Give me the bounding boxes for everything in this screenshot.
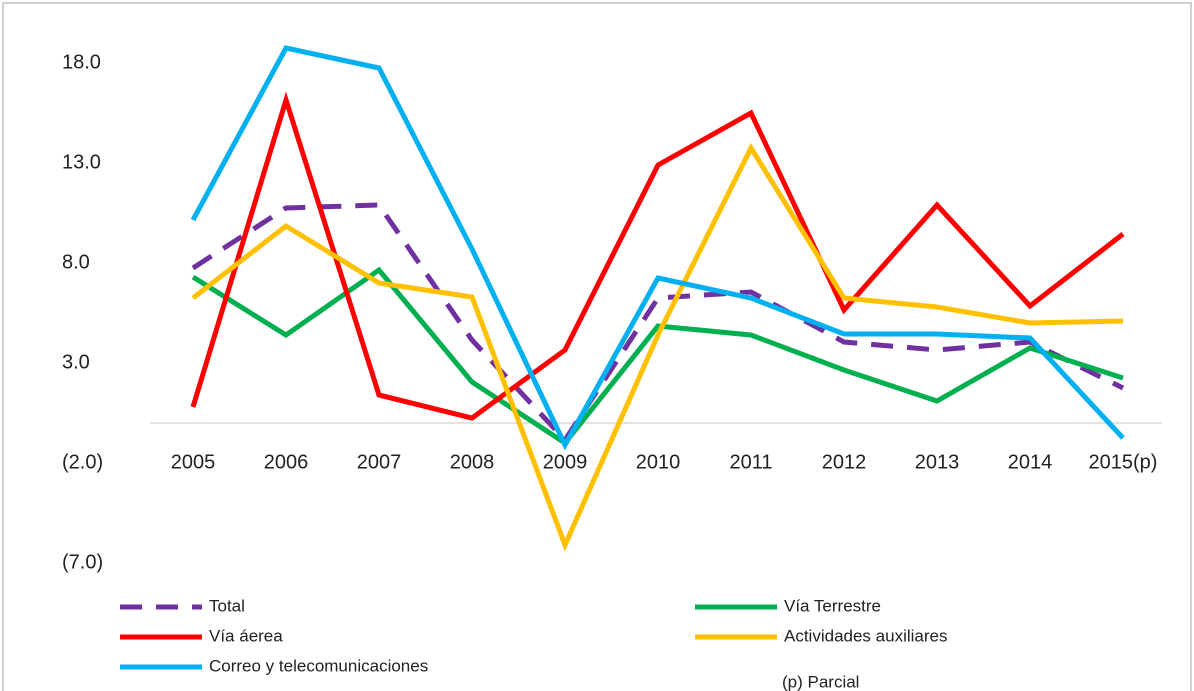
y-tick-label: 18.0 [62,51,101,73]
note: (p) Parcial [782,672,859,691]
line-series [190,45,1125,451]
y-tick-label: (7.0) [62,551,103,573]
y-tick-label: 8.0 [62,251,90,273]
legend-label: Vía Terrestre [784,596,881,615]
x-tick-label: 2009 [543,451,588,473]
x-tick-label: 2008 [450,451,495,473]
x-tick-label: 2015(p) [1089,451,1158,473]
x-tick-label: 2010 [636,451,681,473]
x-tick-label: 2007 [357,451,402,473]
x-tick-label: 2005 [171,451,216,473]
y-tick-label: (2.0) [62,451,103,473]
legend-label: Actividades auxiliares [784,626,947,645]
x-tick-label: 2014 [1008,451,1053,473]
x-tick-label: 2011 [729,451,772,473]
y-tick-label: 3.0 [62,351,90,373]
line-series [191,266,1124,447]
line-series [191,142,1124,552]
x-tick-label: 2012 [822,451,867,473]
line-series [190,91,1125,421]
x-tick-label: 2006 [264,451,309,473]
legend-label: Correo y telecomunicaciones [209,656,428,675]
y-tick-label: 13.0 [62,151,101,173]
x-tick-label: 2013 [915,451,960,473]
legend-label: Vía áerea [209,626,283,645]
legend-label: Total [209,596,245,615]
